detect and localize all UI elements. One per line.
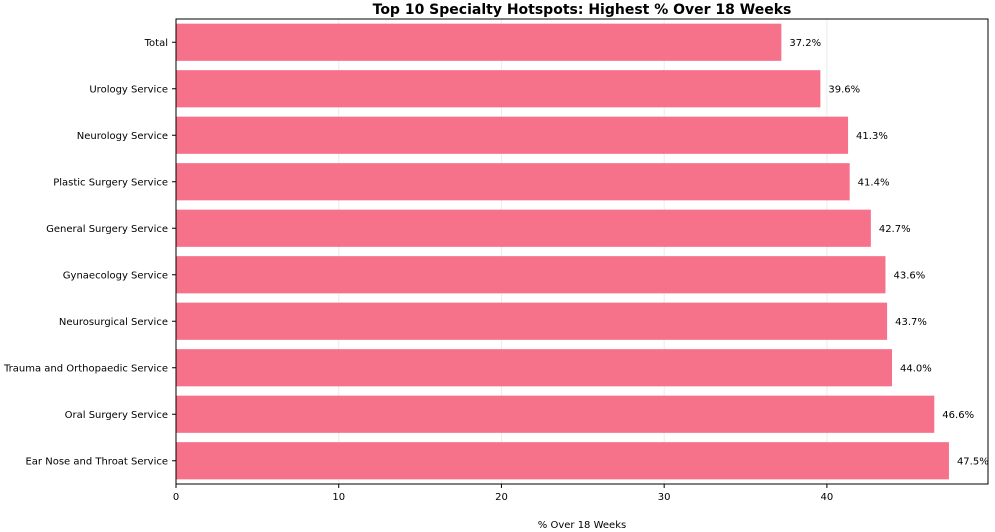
value-label-0: 37.2% (789, 38, 821, 49)
value-label-4: 42.7% (879, 224, 911, 235)
category-label-6: Neurosurgical Service (59, 317, 168, 328)
value-label-7: 44.0% (900, 363, 932, 374)
category-label-8: Oral Surgery Service (65, 410, 168, 421)
category-label-5: Gynaecology Service (63, 270, 168, 281)
category-label-2: Neurology Service (77, 131, 168, 142)
x-tick-label-20: 20 (495, 492, 508, 503)
category-label-0: Total (144, 38, 168, 49)
bar-5 (176, 256, 886, 294)
chart-title: Top 10 Specialty Hotspots: Highest % Ove… (373, 2, 792, 18)
category-label-4: General Surgery Service (46, 224, 168, 235)
bar-0 (176, 23, 782, 61)
plot-frame (175, 18, 989, 485)
value-label-6: 43.7% (895, 317, 927, 328)
value-label-3: 41.4% (858, 177, 890, 188)
bar-1 (176, 70, 821, 108)
x-axis-ticks: 0 10 20 30 40 (173, 484, 833, 503)
value-label-9: 47.5% (957, 456, 989, 467)
category-label-7: Trauma and Orthopaedic Service (3, 363, 168, 374)
x-tick-label-10: 10 (332, 492, 345, 503)
value-label-8: 46.6% (942, 410, 974, 421)
bars (176, 23, 949, 480)
x-tick-label-40: 40 (821, 492, 834, 503)
x-axis-label: % Over 18 Weeks (538, 520, 626, 531)
value-label-2: 41.3% (856, 131, 888, 142)
bar-7 (176, 349, 892, 387)
category-label-9: Ear Nose and Throat Service (25, 456, 168, 467)
bar-6 (176, 302, 888, 340)
value-label-1: 39.6% (828, 84, 860, 95)
category-label-3: Plastic Surgery Service (53, 177, 168, 188)
bar-9 (176, 442, 949, 480)
value-labels: 37.2% 39.6% 41.3% 41.4% 42.7% 43.6% 43.7% 44.0%… (789, 38, 988, 468)
value-label-5: 43.6% (893, 270, 925, 281)
x-tick-label-0: 0 (173, 492, 179, 503)
x-tick-label-30: 30 (658, 492, 671, 503)
bar-3 (176, 163, 850, 201)
bar-4 (176, 209, 871, 247)
bar-2 (176, 116, 849, 154)
bar-8 (176, 395, 935, 433)
category-labels: Total Urology Service Neurology Service Pla… (3, 38, 176, 467)
category-label-1: Urology Service (89, 84, 168, 95)
